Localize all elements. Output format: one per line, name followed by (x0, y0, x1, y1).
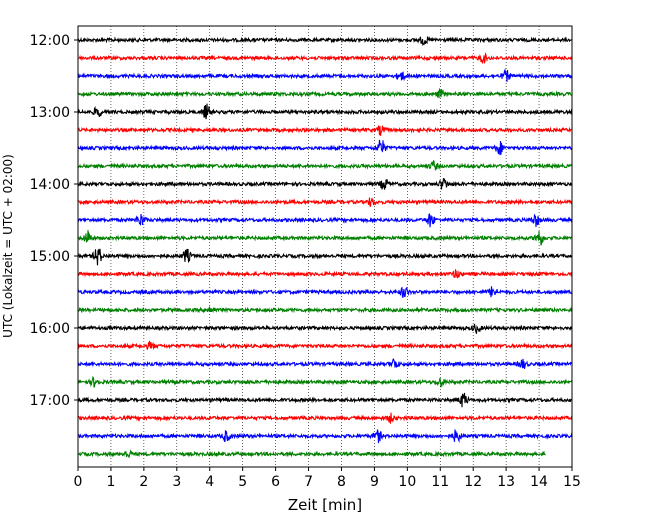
trace-1445 (77, 230, 573, 246)
x-tick-label: 6 (271, 474, 280, 490)
trace-1545 (77, 306, 573, 314)
y-tick-label: 17:00 (30, 393, 70, 409)
trace-1245 (77, 88, 573, 99)
trace-1315 (77, 125, 573, 136)
x-tick-label: 9 (370, 474, 379, 490)
x-tick-label: 13 (497, 474, 515, 490)
x-tick-label: 4 (205, 474, 214, 490)
y-tick-label: 15:00 (30, 249, 70, 265)
y-tick-label: 16:00 (30, 321, 70, 337)
x-tick-label: 2 (139, 474, 148, 490)
seismogram-traces (77, 36, 573, 459)
trace-1630 (77, 358, 573, 370)
x-axis-ticks: 0 1 2 3 4 5 6 7 8 9 10 11 12 13 14 15 (74, 467, 581, 490)
x-tick-label: 8 (337, 474, 346, 490)
trace-1600 (77, 323, 573, 334)
plot-frame (77, 25, 573, 468)
x-tick-label: 7 (304, 474, 313, 490)
trace-1430 (77, 213, 573, 228)
trace-1615 (77, 340, 573, 351)
y-axis-label: UTC (Lokalzeit = UTC + 02:00) (1, 154, 15, 338)
trace-1530 (77, 286, 573, 298)
x-tick-label: 5 (238, 474, 247, 490)
trace-1500 (77, 248, 573, 266)
x-tick-label: 12 (464, 474, 482, 490)
x-tick-label: 10 (398, 474, 416, 490)
trace-1345 (77, 159, 573, 171)
trace-1745 (77, 449, 546, 459)
y-axis-ticks: 12:00 13:00 14:00 15:00 16:00 17:00 (30, 33, 78, 409)
trace-1715 (77, 412, 573, 425)
y-tick-label: 12:00 (30, 33, 70, 49)
trace-1400 (77, 178, 573, 190)
trace-1515 (77, 268, 573, 279)
y-tick-label: 13:00 (30, 105, 70, 121)
y-tick-label: 14:00 (30, 177, 70, 193)
trace-1330 (77, 139, 573, 156)
x-tick-label: 1 (106, 474, 115, 490)
trace-1300 (77, 103, 573, 120)
trace-1230 (77, 68, 573, 82)
trace-1200 (77, 36, 573, 47)
x-tick-label: 0 (74, 474, 83, 490)
trace-1215 (77, 51, 573, 65)
trace-1700 (77, 392, 573, 408)
trace-1645 (77, 375, 573, 388)
trace-1415 (77, 197, 573, 207)
x-tick-label: 3 (172, 474, 181, 490)
x-tick-label: 11 (431, 474, 449, 490)
x-tick-label: 14 (530, 474, 548, 490)
x-tick-label: 15 (563, 474, 581, 490)
trace-1730 (77, 429, 573, 444)
x-axis-label: Zeit [min] (288, 496, 362, 514)
